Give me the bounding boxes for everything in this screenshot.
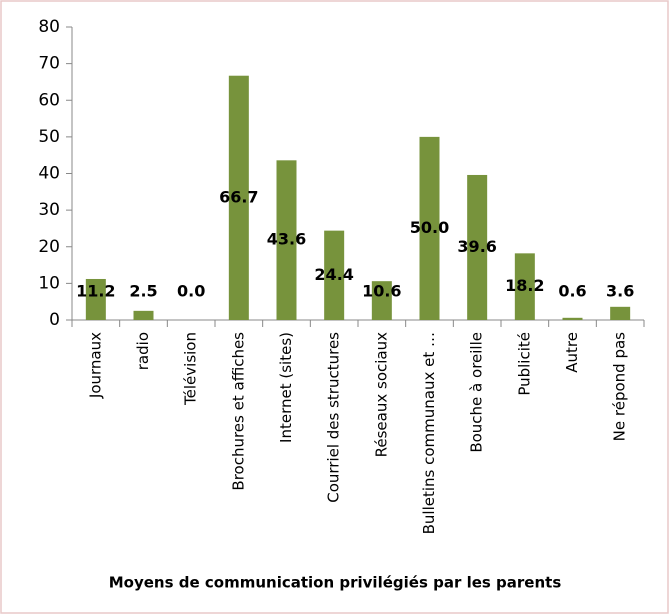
value-label: 66.7 [219,187,258,206]
bar [514,253,535,320]
x-tick-label: Autre [563,332,581,373]
bar [371,281,392,320]
x-tick-label: Réseaux sociaux [372,332,390,457]
y-tick-label: 20 [38,237,60,257]
bar [228,75,249,321]
x-tick-label: radio [134,332,152,370]
value-label: 24.4 [314,265,353,284]
value-label: 50.0 [410,218,449,237]
value-label: 3.6 [606,282,634,301]
y-tick-label: 60 [38,90,60,110]
bar [467,174,488,320]
bar [276,160,297,320]
x-tick-label: Bulletins communaux et … [420,332,438,534]
y-tick-label: 80 [38,17,60,37]
bar [324,230,345,320]
y-tick-label: 10 [38,273,60,293]
value-label: 39.6 [457,237,496,256]
value-label: 2.5 [129,282,157,301]
bar [419,136,440,320]
bar [562,317,583,320]
bar [85,278,106,320]
y-tick-label: 40 [38,164,60,184]
x-tick-label: Publicité [515,332,533,396]
x-tick-label: Ne répond pas [611,332,629,441]
y-tick-label: 0 [49,310,60,330]
x-tick-label: Journaux [86,332,104,399]
value-label: 11.2 [76,282,115,301]
y-tick-label: 30 [38,200,60,220]
x-tick-label: Internet (sites) [277,332,295,443]
bar [133,310,154,320]
bar [610,306,631,320]
x-tick-label: Bouche à oreille [468,332,486,453]
value-label: 10.6 [362,282,401,301]
value-label: 18.2 [505,276,544,295]
y-tick-label: 50 [38,127,60,147]
value-label: 0.6 [558,282,586,301]
x-tick-label: Télévision [182,332,200,406]
y-tick-label: 70 [38,54,60,74]
chart-title: Moyens de communication privilégiés par … [109,574,562,592]
x-tick-label: Courriel des structures [325,332,343,503]
value-label: 0.0 [177,282,205,301]
value-label: 43.6 [267,230,306,249]
x-tick-label: Brochures et affiches [229,332,247,491]
